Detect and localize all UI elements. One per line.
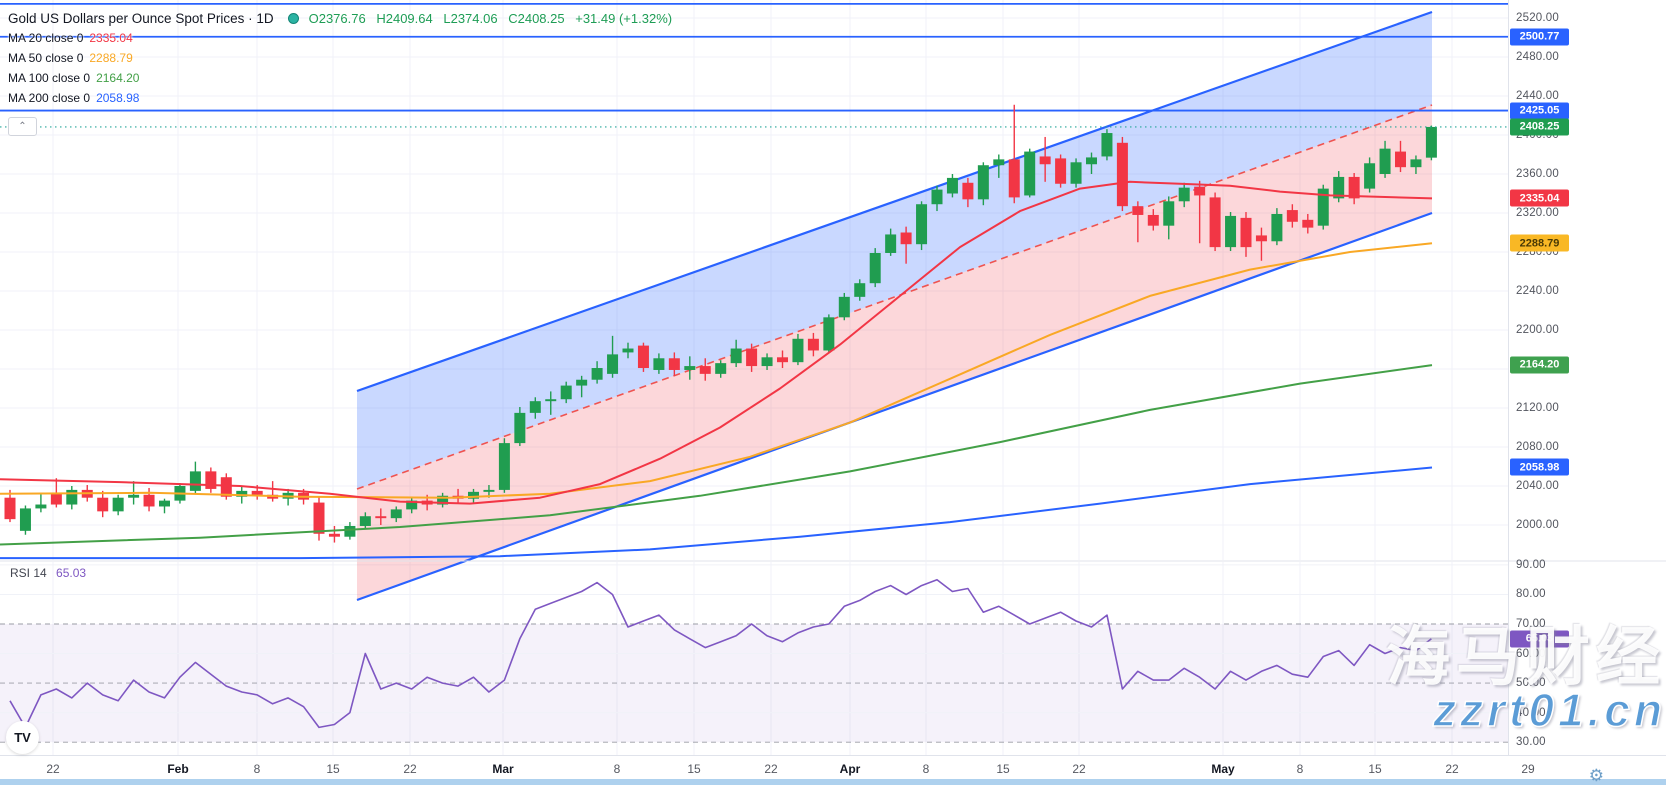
price-level-badge: 2335.04 bbox=[1510, 189, 1569, 207]
time-axis-tick-label[interactable]: 15 bbox=[1368, 762, 1382, 776]
price-axis-tick-label: 2080.00 bbox=[1516, 441, 1559, 453]
price-axis-tick-label: 2520.00 bbox=[1516, 12, 1559, 24]
high-value: H2409.64 bbox=[376, 10, 433, 26]
time-axis-tick-label[interactable]: 8 bbox=[253, 762, 261, 776]
rsi-axis-tick-label: 90.00 bbox=[1516, 558, 1546, 571]
ma-value: 2288.79 bbox=[89, 51, 133, 65]
price-level-badge: 2058.98 bbox=[1510, 458, 1569, 476]
ma-label: MA 200 close 0 bbox=[8, 91, 91, 105]
rsi-axis-tick-label: 40.00 bbox=[1516, 706, 1546, 719]
rsi-axis-tick-label: 60.00 bbox=[1516, 647, 1546, 660]
time-axis-tick-label[interactable]: 22 bbox=[1445, 762, 1459, 776]
chart-legend: Gold US Dollars per Ounce Spot Prices · … bbox=[8, 8, 679, 108]
price-level-badge: 2288.79 bbox=[1510, 234, 1569, 252]
time-axis-tick-label[interactable]: 22 bbox=[1072, 762, 1086, 776]
time-axis-tick-label[interactable]: 22 bbox=[46, 762, 60, 776]
rsi-value-badge: 65.03 bbox=[1510, 630, 1569, 648]
symbol-title: Gold US Dollars per Ounce Spot Prices · … bbox=[8, 10, 274, 26]
price-level-badge: 2408.25 bbox=[1510, 118, 1569, 136]
time-axis-tick-label[interactable]: 8 bbox=[1296, 762, 1304, 776]
tradingview-logo[interactable]: TV bbox=[6, 721, 39, 754]
symbol-row[interactable]: Gold US Dollars per Ounce Spot Prices · … bbox=[8, 8, 679, 28]
time-axis-tick-label[interactable]: 15 bbox=[687, 762, 701, 776]
time-axis-tick-label[interactable]: May bbox=[1211, 762, 1235, 776]
price-axis-tick-label: 2480.00 bbox=[1516, 51, 1559, 63]
price-axis-tick-label: 2120.00 bbox=[1516, 402, 1559, 414]
ma-legend-rows: MA 20 close 0 2335.04 MA 50 close 0 2288.79… bbox=[8, 28, 679, 108]
rsi-axis-tick-label: 30.00 bbox=[1516, 736, 1546, 749]
price-axis-tick-label: 2040.00 bbox=[1516, 480, 1559, 492]
change-value: +31.49 (+1.32%) bbox=[575, 10, 673, 26]
ma-label: MA 50 close 0 bbox=[8, 51, 84, 65]
rsi-legend[interactable]: RSI 14 65.03 bbox=[10, 566, 86, 580]
ma-legend-row[interactable]: MA 20 close 0 2335.04 bbox=[8, 28, 679, 48]
time-axis-tick-label[interactable]: 15 bbox=[326, 762, 340, 776]
time-axis-tick-label[interactable]: 8 bbox=[613, 762, 621, 776]
time-axis-tick-label[interactable]: 29 bbox=[1521, 762, 1535, 776]
price-axis-tick-label: 2240.00 bbox=[1516, 285, 1559, 297]
ma-label: MA 20 close 0 bbox=[8, 31, 84, 45]
price-axis-tick-label: 2440.00 bbox=[1516, 90, 1559, 102]
time-axis-tick-label[interactable]: Apr bbox=[839, 762, 861, 776]
price-level-badge: 2164.20 bbox=[1510, 356, 1569, 374]
tradingview-logo-glyph: TV bbox=[14, 730, 31, 745]
bottom-highlight-strip bbox=[0, 779, 1666, 785]
close-value: C2408.25 bbox=[508, 10, 565, 26]
ma-legend-row[interactable]: MA 200 close 0 2058.98 bbox=[8, 88, 679, 108]
ohlc-values: O2376.76 H2409.64 L2374.06 C2408.25 +31.… bbox=[309, 11, 679, 26]
rsi-label: RSI 14 bbox=[10, 566, 47, 580]
low-value: L2374.06 bbox=[443, 10, 498, 26]
rsi-axis-tick-label: 50.00 bbox=[1516, 677, 1546, 690]
rsi-axis-tick-label: 70.00 bbox=[1516, 618, 1546, 630]
price-axis-tick-label: 2200.00 bbox=[1516, 324, 1559, 336]
ma-legend-row[interactable]: MA 50 close 0 2288.79 bbox=[8, 48, 679, 68]
time-axis-tick-label[interactable]: 22 bbox=[403, 762, 417, 776]
time-axis-tick-label[interactable]: 22 bbox=[764, 762, 778, 776]
ma-label: MA 100 close 0 bbox=[8, 71, 91, 85]
time-axis-tick-label[interactable]: Mar bbox=[492, 762, 514, 776]
collapse-legend-button[interactable]: ⌃ bbox=[8, 117, 37, 136]
ma-value: 2164.20 bbox=[96, 71, 140, 85]
ma-value: 2058.98 bbox=[96, 91, 140, 105]
time-axis-tick-label[interactable]: 15 bbox=[996, 762, 1010, 776]
price-level-badge: 2425.05 bbox=[1510, 102, 1569, 120]
rsi-axis-tick-label: 80.00 bbox=[1516, 588, 1546, 601]
time-axis-tick-label[interactable]: 8 bbox=[922, 762, 930, 776]
price-axis-tick-label: 2360.00 bbox=[1516, 168, 1559, 180]
price-axis-tick-label: 2000.00 bbox=[1516, 519, 1559, 531]
ma-value: 2335.04 bbox=[89, 31, 133, 45]
price-level-badge: 2500.77 bbox=[1510, 28, 1569, 46]
market-status-icon[interactable] bbox=[287, 12, 299, 24]
open-value: O2376.76 bbox=[308, 10, 366, 26]
chevron-up-icon: ⌃ bbox=[18, 121, 27, 132]
rsi-value: 65.03 bbox=[56, 566, 87, 580]
ma-legend-row[interactable]: MA 100 close 0 2164.20 bbox=[8, 68, 679, 88]
time-axis-tick-label[interactable]: Feb bbox=[167, 762, 189, 776]
price-axis-tick-label: 2320.00 bbox=[1516, 207, 1559, 219]
